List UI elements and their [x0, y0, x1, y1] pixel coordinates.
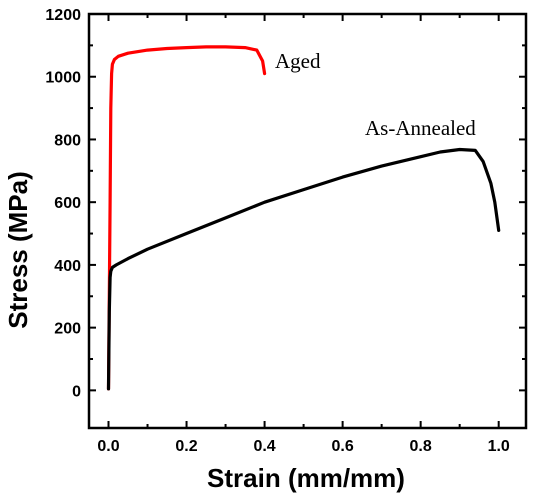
y-tick-label: 600 [54, 195, 81, 212]
series-label-aged: Aged [275, 49, 321, 73]
y-tick-label: 400 [54, 258, 81, 275]
y-tick-label: 800 [54, 132, 81, 149]
y-axis-title: Stress (MPa) [3, 171, 33, 329]
x-tick-label: 0.8 [410, 438, 432, 455]
series-line-as-annealed [106, 147, 501, 391]
y-tick-label: 0 [72, 383, 81, 400]
series-line-aged [106, 45, 267, 391]
x-axis-ticks: 0.0 0.2 0.4 0.6 0.8 1.0 [97, 14, 510, 455]
x-axis-title: Strain (mm/mm) [207, 463, 405, 493]
series-label-as-annealed: As-Annealed [365, 116, 476, 140]
y-tick-label: 200 [54, 321, 81, 338]
x-tick-label: 1.0 [488, 438, 510, 455]
y-axis-ticks: 0 200 400 600 800 1000 1200 [45, 7, 526, 400]
x-tick-label: 0.2 [175, 438, 197, 455]
x-tick-label: 0.6 [331, 438, 353, 455]
plot-frame [87, 12, 528, 430]
plot-border [87, 12, 528, 430]
x-tick-label: 0.0 [97, 438, 119, 455]
y-tick-label: 1000 [45, 70, 81, 87]
series-labels: Aged As-Annealed [275, 49, 476, 140]
y-tick-label: 1200 [45, 7, 81, 24]
x-tick-label: 0.4 [253, 438, 275, 455]
series-lines [106, 45, 501, 391]
